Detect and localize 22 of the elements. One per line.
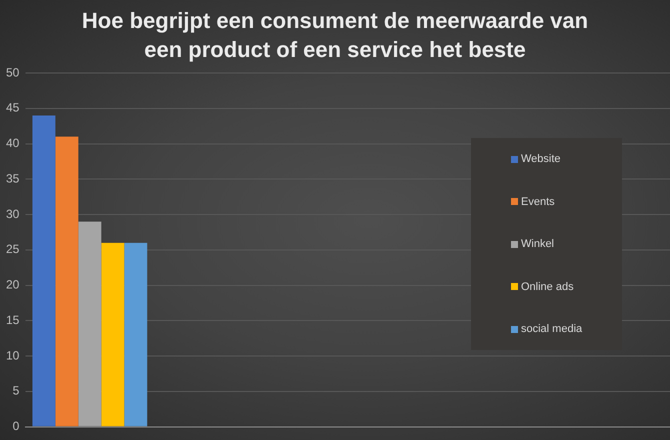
y-tick-label: 20	[6, 278, 20, 292]
chart-title: Hoe begrijpt een consument de meerwaarde van een product of een service het beste	[80, 7, 590, 64]
y-tick-label: 30	[6, 206, 20, 221]
y-tick-label: 15	[6, 312, 20, 327]
bar	[78, 222, 102, 426]
bar	[32, 115, 56, 426]
bar	[101, 242, 124, 426]
bar	[55, 136, 78, 426]
y-tick-label: 0	[12, 419, 20, 434]
y-tick-label: 5	[12, 384, 20, 398]
y-tick-label: 45	[6, 100, 20, 115]
bar	[124, 242, 148, 426]
legend-label: Website	[521, 153, 561, 165]
legend-label: social media	[521, 323, 582, 335]
y-tick-label: 25	[6, 242, 20, 256]
y-tick-label: 50	[6, 65, 20, 80]
legend-label: Online ads	[521, 280, 574, 292]
y-tick-label: 35	[6, 171, 20, 186]
legend-label: Events	[521, 196, 555, 208]
y-tick-label: 10	[6, 348, 20, 362]
y-tick-label: 40	[6, 136, 20, 150]
legend-label: Winkel	[521, 238, 554, 250]
